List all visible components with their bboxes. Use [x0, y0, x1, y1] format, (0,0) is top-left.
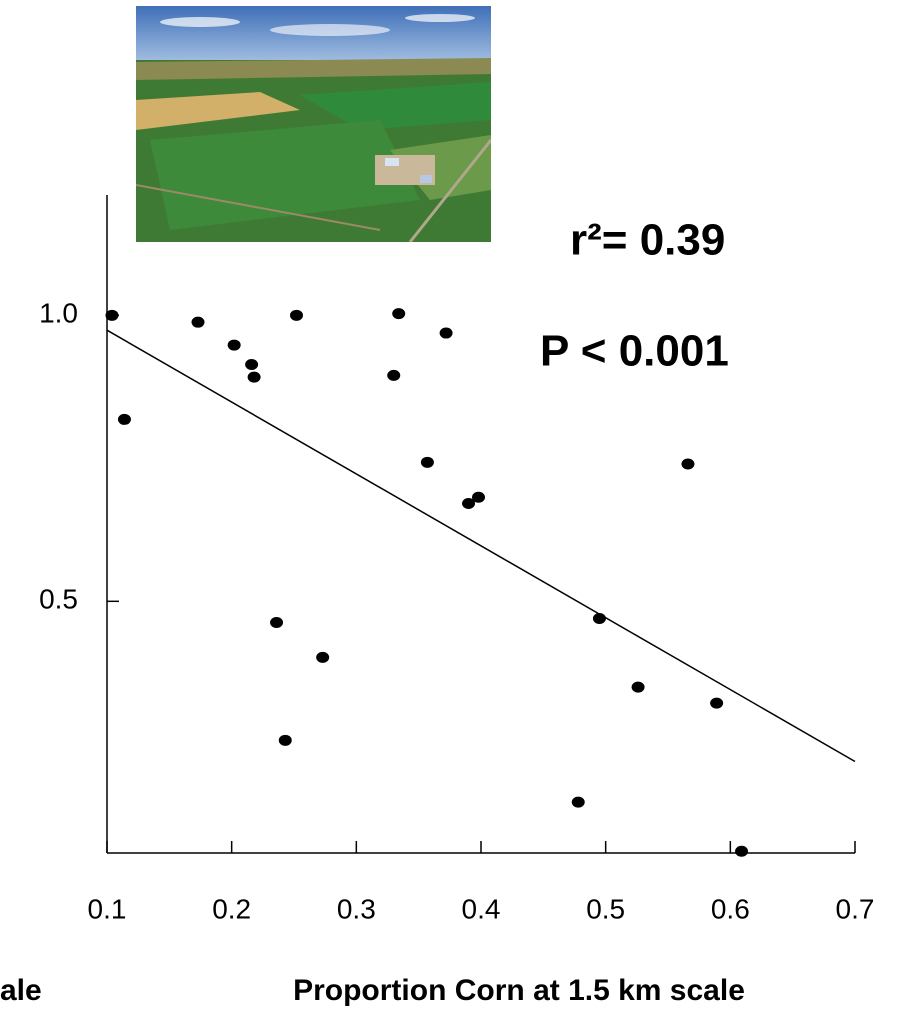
- point: [710, 697, 724, 709]
- point: [592, 612, 606, 624]
- point: [191, 316, 205, 328]
- point: [245, 359, 259, 371]
- point: [462, 498, 476, 510]
- point: [316, 651, 330, 663]
- photo: [136, 6, 491, 242]
- point: [472, 491, 486, 503]
- x-axis-label: Proportion Corn at 1.5 km scale: [293, 974, 745, 1007]
- point: [392, 308, 406, 320]
- y-tick-label: 0.5: [39, 584, 78, 615]
- x-tick-label: 0.4: [462, 893, 501, 924]
- point: [420, 456, 434, 468]
- point: [117, 413, 131, 425]
- y-tick-label: 1.0: [39, 298, 78, 329]
- trend-line: [106, 329, 856, 763]
- point: [631, 681, 645, 693]
- x-tick-label: 0.1: [88, 893, 127, 924]
- point: [681, 458, 695, 470]
- point: [439, 327, 453, 339]
- point: [735, 845, 749, 857]
- x-tick-label: 0.5: [586, 893, 625, 924]
- point: [227, 339, 241, 351]
- clipped-label: ale: [0, 974, 42, 1007]
- x-tick-label: 0.6: [711, 893, 750, 924]
- point: [289, 309, 303, 321]
- annotation: P < 0.001: [540, 327, 729, 376]
- x-tick-label: 0.3: [337, 893, 376, 924]
- point: [247, 371, 261, 383]
- point: [387, 369, 401, 381]
- point: [571, 796, 585, 808]
- x-tick-label: 0.7: [836, 893, 875, 924]
- point: [278, 734, 292, 746]
- point: [270, 616, 284, 628]
- x-tick-label: 0.2: [212, 893, 251, 924]
- point: [105, 309, 119, 321]
- annotation: r²= 0.39: [570, 216, 725, 265]
